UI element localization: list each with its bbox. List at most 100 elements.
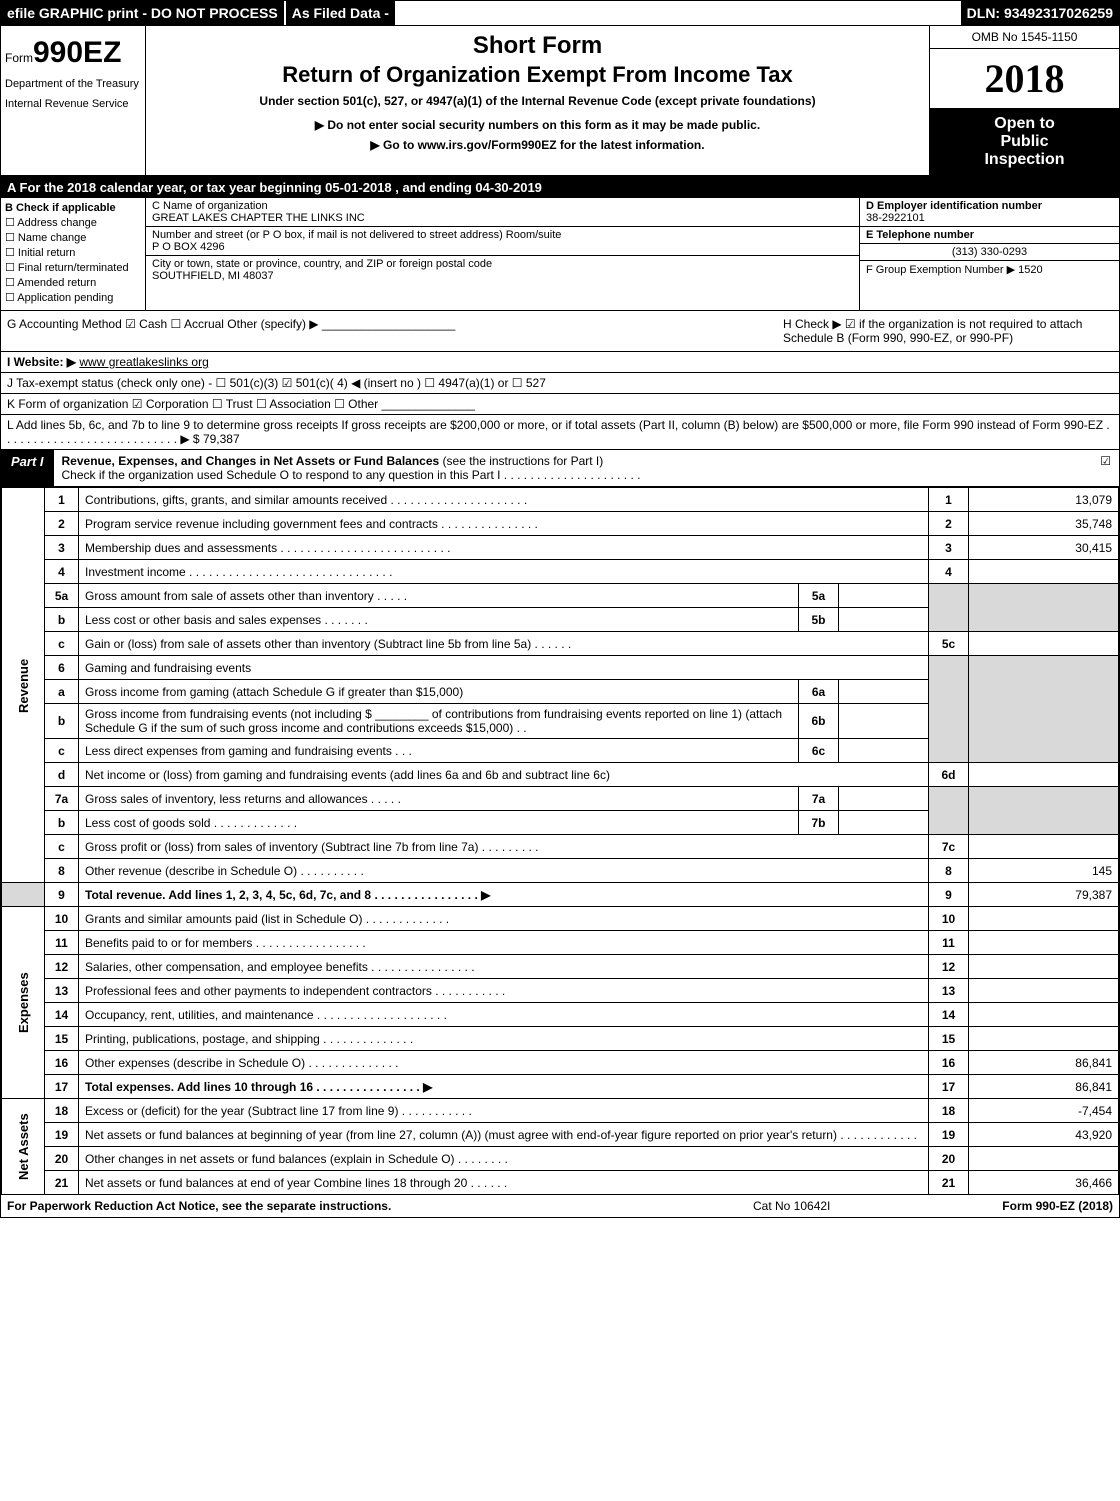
- line-4-desc: Investment income . . . . . . . . . . . …: [79, 560, 929, 584]
- line-8-desc: Other revenue (describe in Schedule O) .…: [79, 859, 929, 883]
- ssn-warning: ▶ Do not enter social security numbers o…: [156, 118, 919, 132]
- row-a-calendar-year: A For the 2018 calendar year, or tax yea…: [1, 177, 1119, 198]
- line-9-rnum: 9: [929, 883, 969, 907]
- efile-label: efile GRAPHIC print - DO NOT PROCESS: [1, 1, 284, 25]
- inspection: Inspection: [932, 151, 1117, 169]
- line-20-rnum: 20: [929, 1147, 969, 1171]
- chk-amended-return[interactable]: ☐ Amended return: [5, 276, 141, 289]
- line-7b-sublabel: 7b: [799, 811, 839, 835]
- line-7a-sublabel: 7a: [799, 787, 839, 811]
- org-address-label: Number and street (or P O box, if mail i…: [152, 229, 561, 241]
- org-name-cell: C Name of organization GREAT LAKES CHAPT…: [146, 198, 859, 227]
- omb-number: OMB No 1545-1150: [930, 26, 1119, 49]
- line-6c-sublabel: 6c: [799, 739, 839, 763]
- line-2-num: 2: [45, 512, 79, 536]
- open-public-inspection: Open to Public Inspection: [930, 109, 1119, 175]
- line-7ab-amount-grey: [969, 787, 1119, 835]
- line-7a-row: 7a Gross sales of inventory, less return…: [2, 787, 1119, 811]
- chk-name-change[interactable]: ☐ Name change: [5, 231, 141, 244]
- line-19-desc: Net assets or fund balances at beginning…: [79, 1123, 929, 1147]
- ein-value: 38-2922101: [866, 212, 925, 224]
- group-exemption: F Group Exemption Number ▶ 1520: [866, 264, 1043, 276]
- part-1-checkbox[interactable]: ☑: [1092, 450, 1119, 486]
- line-12-desc: Salaries, other compensation, and employ…: [79, 955, 929, 979]
- accounting-method: G Accounting Method ☑ Cash ☐ Accrual Oth…: [7, 317, 783, 345]
- org-name-value: GREAT LAKES CHAPTER THE LINKS INC: [152, 212, 365, 224]
- line-17-rnum: 17: [929, 1075, 969, 1099]
- line-6c-num: c: [45, 739, 79, 763]
- org-city-label: City or town, state or province, country…: [152, 258, 492, 270]
- row-l-gross-receipts: L Add lines 5b, 6c, and 7b to line 9 to …: [1, 415, 1119, 450]
- group-exemption-cell: F Group Exemption Number ▶ 1520: [860, 261, 1119, 278]
- line-6c-subval: [839, 739, 929, 763]
- line-15-desc: Printing, publications, postage, and shi…: [79, 1027, 929, 1051]
- expenses-side-label: Expenses: [2, 907, 45, 1099]
- line-19-row: 19 Net assets or fund balances at beginn…: [2, 1123, 1119, 1147]
- goto-link[interactable]: ▶ Go to www.irs.gov/Form990EZ for the la…: [156, 138, 919, 152]
- as-filed-label: As Filed Data -: [284, 1, 395, 25]
- line-13-desc: Professional fees and other payments to …: [79, 979, 929, 1003]
- line-21-rnum: 21: [929, 1171, 969, 1195]
- line-6-row: 6 Gaming and fundraising events: [2, 656, 1119, 680]
- line-7c-amount: [969, 835, 1119, 859]
- line-17-desc: Total expenses. Add lines 10 through 16 …: [79, 1075, 929, 1099]
- line-14-amount: [969, 1003, 1119, 1027]
- irs-label: Internal Revenue Service: [1, 94, 145, 114]
- line-5a-sublabel: 5a: [799, 584, 839, 608]
- line-7b-num: b: [45, 811, 79, 835]
- part-1-title-bold: Revenue, Expenses, and Changes in Net As…: [62, 454, 440, 468]
- website-value[interactable]: www greatlakeslinks org: [79, 355, 208, 369]
- form-header: Form990EZ Department of the Treasury Int…: [1, 26, 1119, 177]
- line-1-amount: 13,079: [969, 488, 1119, 512]
- line-12-amount: [969, 955, 1119, 979]
- line-14-rnum: 14: [929, 1003, 969, 1027]
- line-6b-sublabel: 6b: [799, 704, 839, 739]
- line-20-num: 20: [45, 1147, 79, 1171]
- line-5c-row: c Gain or (loss) from sale of assets oth…: [2, 632, 1119, 656]
- col-c-org-info: C Name of organization GREAT LAKES CHAPT…: [146, 198, 859, 310]
- line-9-row: 9 Total revenue. Add lines 1, 2, 3, 4, 5…: [2, 883, 1119, 907]
- part-1-title: Revenue, Expenses, and Changes in Net As…: [54, 450, 1093, 486]
- chk-address-change[interactable]: ☐ Address change: [5, 216, 141, 229]
- line-5b-subval: [839, 608, 929, 632]
- line-5b-num: b: [45, 608, 79, 632]
- line-18-num: 18: [45, 1099, 79, 1123]
- line-5a-subval: [839, 584, 929, 608]
- line-6-desc: Gaming and fundraising events: [79, 656, 929, 680]
- row-j-tax-exempt: J Tax-exempt status (check only one) - ☐…: [1, 373, 1119, 394]
- chk-initial-return[interactable]: ☐ Initial return: [5, 246, 141, 259]
- line-21-desc: Net assets or fund balances at end of ye…: [79, 1171, 929, 1195]
- line-8-amount: 145: [969, 859, 1119, 883]
- line-18-row: Net Assets 18 Excess or (deficit) for th…: [2, 1099, 1119, 1123]
- line-11-rnum: 11: [929, 931, 969, 955]
- part-1-title-rest: (see the instructions for Part I): [439, 454, 603, 468]
- line-2-amount: 35,748: [969, 512, 1119, 536]
- row-k-form-org: K Form of organization ☑ Corporation ☐ T…: [1, 394, 1119, 415]
- line-3-num: 3: [45, 536, 79, 560]
- line-7a-desc: Gross sales of inventory, less returns a…: [79, 787, 799, 811]
- chk-final-return[interactable]: ☐ Final return/terminated: [5, 261, 141, 274]
- line-6d-desc: Net income or (loss) from gaming and fun…: [79, 763, 929, 787]
- line-5b-sublabel: 5b: [799, 608, 839, 632]
- line-10-row: Expenses 10 Grants and similar amounts p…: [2, 907, 1119, 931]
- line-15-rnum: 15: [929, 1027, 969, 1051]
- revenue-side-label: Revenue: [2, 488, 45, 883]
- dept-treasury: Department of the Treasury: [1, 74, 145, 94]
- line-17-num: 17: [45, 1075, 79, 1099]
- line-11-row: 11 Benefits paid to or for members . . .…: [2, 931, 1119, 955]
- line-7a-num: 7a: [45, 787, 79, 811]
- line-16-amount: 86,841: [969, 1051, 1119, 1075]
- line-8-row: 8 Other revenue (describe in Schedule O)…: [2, 859, 1119, 883]
- line-15-row: 15 Printing, publications, postage, and …: [2, 1027, 1119, 1051]
- line-11-amount: [969, 931, 1119, 955]
- phone-value-cell: (313) 330-0293: [860, 244, 1119, 261]
- line-19-num: 19: [45, 1123, 79, 1147]
- line-11-desc: Benefits paid to or for members . . . . …: [79, 931, 929, 955]
- line-13-row: 13 Professional fees and other payments …: [2, 979, 1119, 1003]
- line-18-rnum: 18: [929, 1099, 969, 1123]
- line-5c-rnum: 5c: [929, 632, 969, 656]
- line-6a-sublabel: 6a: [799, 680, 839, 704]
- chk-application-pending[interactable]: ☐ Application pending: [5, 291, 141, 304]
- header-left: Form990EZ Department of the Treasury Int…: [1, 26, 146, 175]
- row-i-website: I Website: ▶ www greatlakeslinks org: [1, 352, 1119, 373]
